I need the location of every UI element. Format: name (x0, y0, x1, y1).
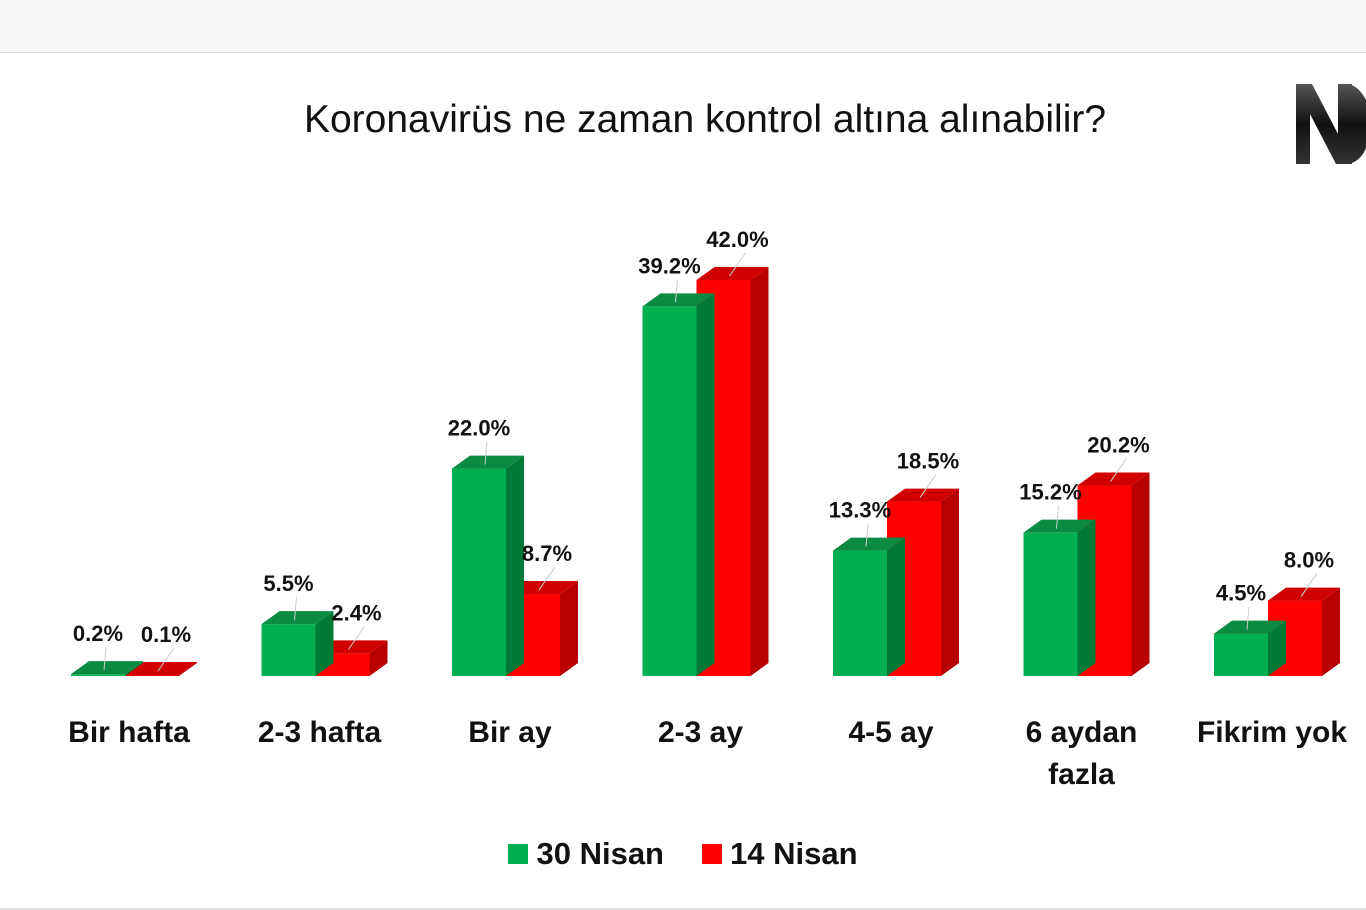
bar-top-30-nisan-2-3-ay (642, 293, 715, 307)
value-label-14-nisan-bir-hafta: 0.1% (141, 622, 191, 647)
leader-line-30-nisan-bir-hafta (103, 647, 107, 671)
bar-side-30-nisan-2-3-ay (696, 293, 715, 676)
bar-side-14-nisan-bir-hafta (179, 662, 197, 676)
leader-line-14-nisan-2-3-ay (729, 252, 746, 277)
value-label-30-nisan-6-aydan-fazla: 15.2% (1019, 480, 1081, 505)
value-label-14-nisan-fikrim-yok: 8.0% (1284, 548, 1334, 573)
leader-line-30-nisan-4-5-ay (865, 523, 869, 547)
bar-30-nisan-6-aydan-fazla (1023, 532, 1078, 676)
bar-top-14-nisan-bir-hafta (125, 662, 197, 675)
value-label-14-nisan-2-3-hafta: 2.4% (331, 600, 381, 625)
leader-line-14-nisan-6-aydan-fazla (1110, 458, 1127, 482)
value-label-14-nisan-bir-ay: 8.7% (522, 541, 572, 566)
chart-legend: 30 Nisan 14 Nisan (0, 832, 1366, 876)
bottom-divider (0, 908, 1366, 910)
category-label-6-aydan-fazla-line-1: 6 aydan (1026, 716, 1138, 749)
leader-line-30-nisan-2-3-ay (675, 279, 678, 303)
top-band (0, 0, 1366, 53)
leader-line-30-nisan-2-3-hafta (294, 597, 297, 621)
value-label-30-nisan-bir-ay: 22.0% (448, 416, 510, 441)
legend-label-30-nisan: 30 Nisan (536, 836, 664, 871)
bar-side-30-nisan-bir-hafta (125, 661, 143, 676)
bar-side-30-nisan-2-3-hafta (315, 611, 334, 676)
value-label-30-nisan-fikrim-yok: 4.5% (1216, 581, 1266, 606)
category-label-2-3-ay: 2-3 ay (658, 716, 743, 749)
bar-30-nisan-bir-hafta (71, 674, 125, 676)
bar-30-nisan-2-3-hafta (261, 624, 316, 676)
leader-line-14-nisan-fikrim-yok (1300, 573, 1318, 597)
leader-line-30-nisan-fikrim-yok (1246, 606, 1250, 630)
bar-top-30-nisan-4-5-ay (833, 537, 905, 551)
value-label-14-nisan-2-3-ay: 42.0% (706, 227, 768, 252)
category-label-6-aydan-fazla-line-2: fazla (1048, 758, 1115, 791)
bar-side-14-nisan-6-aydan-fazla (1131, 472, 1150, 676)
bar-side-30-nisan-4-5-ay (887, 537, 905, 676)
value-label-14-nisan-4-5-ay: 18.5% (897, 449, 959, 474)
category-label-bir-ay: Bir ay (468, 716, 552, 749)
bar-side-14-nisan-bir-ay (560, 580, 578, 676)
leader-line-30-nisan-bir-ay (484, 441, 488, 465)
leader-line-14-nisan-2-3-hafta (348, 626, 365, 650)
bar-side-30-nisan-fikrim-yok (1268, 620, 1286, 676)
bar-top-30-nisan-6-aydan-fazla (1023, 519, 1096, 533)
bar-side-30-nisan-bir-ay (506, 455, 524, 676)
bar-30-nisan-bir-ay (452, 468, 506, 676)
category-label-fikrim-yok: Fikrim yok (1197, 716, 1347, 749)
bar-side-14-nisan-4-5-ay (941, 488, 959, 676)
bar-30-nisan-2-3-ay (642, 306, 697, 676)
legend-item-14-nisan: 14 Nisan (702, 836, 858, 872)
bar-top-14-nisan-4-5-ay (887, 488, 959, 502)
bar-side-14-nisan-fikrim-yok (1322, 587, 1340, 676)
value-label-30-nisan-4-5-ay: 13.3% (829, 498, 891, 523)
leader-line-14-nisan-bir-ay (538, 566, 556, 591)
legend-swatch-14-nisan (702, 844, 722, 864)
bar-top-30-nisan-2-3-hafta (261, 611, 334, 625)
bar-top-14-nisan-6-aydan-fazla (1077, 472, 1150, 486)
logo-mark (1290, 78, 1366, 170)
legend-item-30-nisan: 30 Nisan (508, 836, 664, 872)
legend-swatch-30-nisan (508, 844, 529, 864)
bar-side-30-nisan-6-aydan-fazla (1077, 519, 1096, 676)
bar-top-14-nisan-2-3-ay (696, 267, 769, 280)
chart-title: Koronavirüs ne zaman kontrol altına alın… (303, 98, 1107, 141)
value-label-30-nisan-bir-hafta: 0.2% (73, 621, 123, 646)
bar-30-nisan-4-5-ay (833, 550, 887, 676)
value-label-14-nisan-6-aydan-fazla: 20.2% (1087, 433, 1149, 458)
bar-30-nisan-fikrim-yok (1214, 633, 1268, 676)
bar-top-14-nisan-fikrim-yok (1268, 587, 1340, 601)
bar-top-30-nisan-bir-hafta (71, 661, 143, 675)
value-label-30-nisan-2-3-hafta: 5.5% (263, 571, 313, 596)
bar-top-30-nisan-bir-ay (452, 455, 524, 469)
bar-side-14-nisan-2-3-hafta (369, 640, 388, 676)
leader-line-30-nisan-6-aydan-fazla (1056, 505, 1059, 529)
category-label-4-5-ay: 4-5 ay (848, 716, 933, 749)
category-label-bir-hafta: Bir hafta (68, 716, 190, 749)
value-label-30-nisan-2-3-ay: 39.2% (638, 253, 700, 278)
bar-side-14-nisan-2-3-ay (750, 267, 769, 676)
leader-line-14-nisan-4-5-ay (919, 474, 937, 498)
category-label-2-3-hafta: 2-3 hafta (258, 716, 382, 749)
leader-line-14-nisan-bir-hafta (157, 647, 175, 672)
legend-label-14-nisan: 14 Nisan (730, 836, 858, 871)
bar-top-30-nisan-fikrim-yok (1214, 620, 1286, 634)
bar-14-nisan-bir-hafta (125, 675, 179, 676)
